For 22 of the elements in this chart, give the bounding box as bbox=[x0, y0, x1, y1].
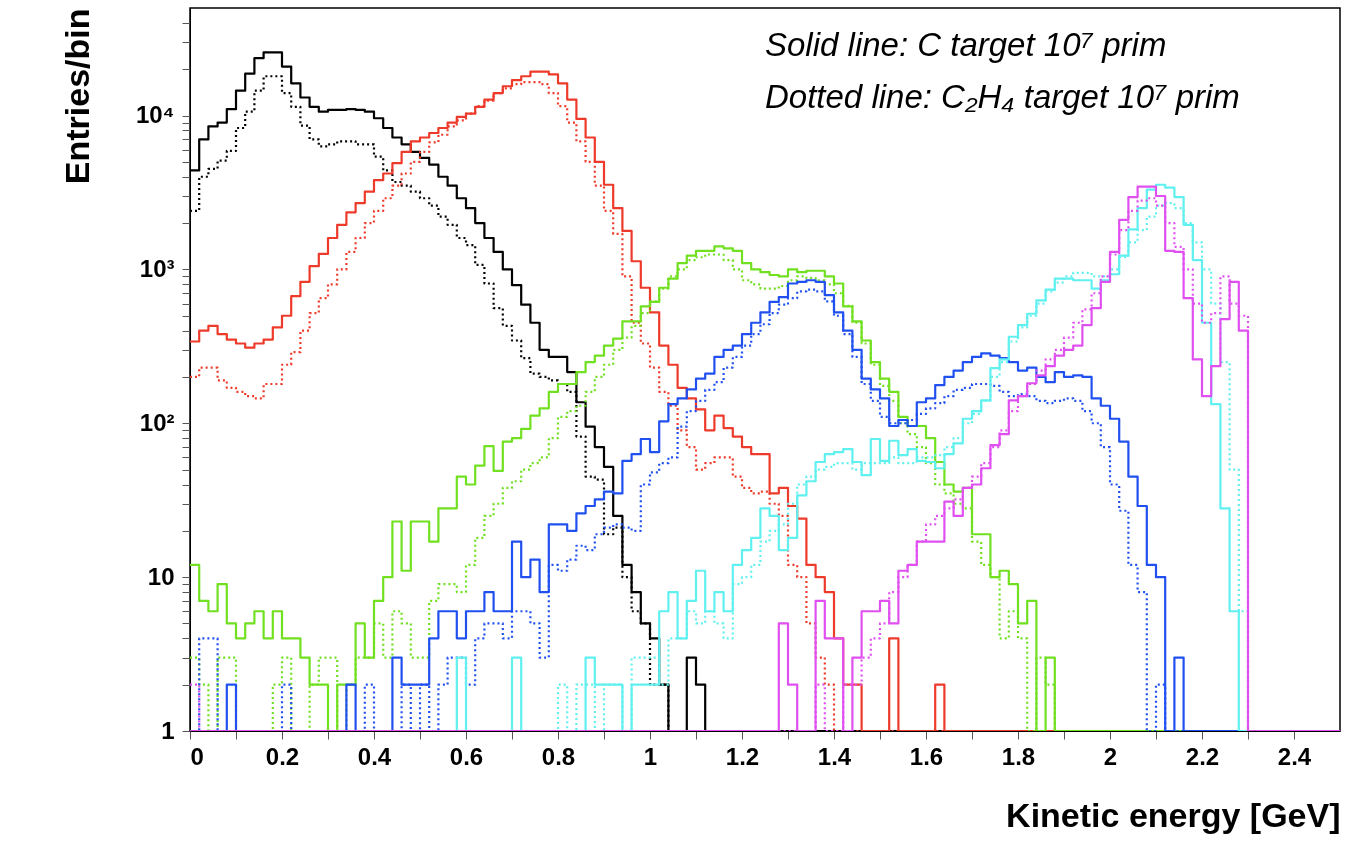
y-axis-title: Entries/bin bbox=[57, 8, 96, 185]
x-tick-label: 1.6 bbox=[909, 742, 944, 770]
y-tick-label: 10³ bbox=[139, 254, 175, 282]
x-axis-title: Kinetic energy [GeV] bbox=[1006, 795, 1341, 834]
x-tick-label: 2.4 bbox=[1277, 742, 1312, 770]
x-tick-label: 1 bbox=[643, 742, 658, 770]
x-tick-label: 2 bbox=[1103, 742, 1118, 770]
x-tick-label: 0.8 bbox=[541, 742, 576, 770]
x-tick-label: 0.2 bbox=[265, 742, 300, 770]
annotation: Solid line: C target 10⁷ prim bbox=[765, 26, 1167, 63]
y-tick-label: 1 bbox=[161, 716, 175, 744]
y-tick-label: 10 bbox=[147, 562, 175, 590]
y-tick-label: 10² bbox=[139, 408, 175, 436]
x-tick-label: 0.6 bbox=[449, 742, 484, 770]
x-tick-label: 1.2 bbox=[725, 742, 760, 770]
x-tick-label: 1.8 bbox=[1001, 742, 1036, 770]
x-tick-label: 2.2 bbox=[1185, 742, 1220, 770]
y-tick-label: 10⁴ bbox=[135, 101, 175, 129]
annotation: Dotted line: C₂H₄ target 10⁷ prim bbox=[765, 78, 1240, 115]
x-tick-label: 1.4 bbox=[817, 742, 852, 770]
x-tick-label: 0.4 bbox=[357, 742, 392, 770]
x-tick-label: 0 bbox=[190, 742, 204, 770]
